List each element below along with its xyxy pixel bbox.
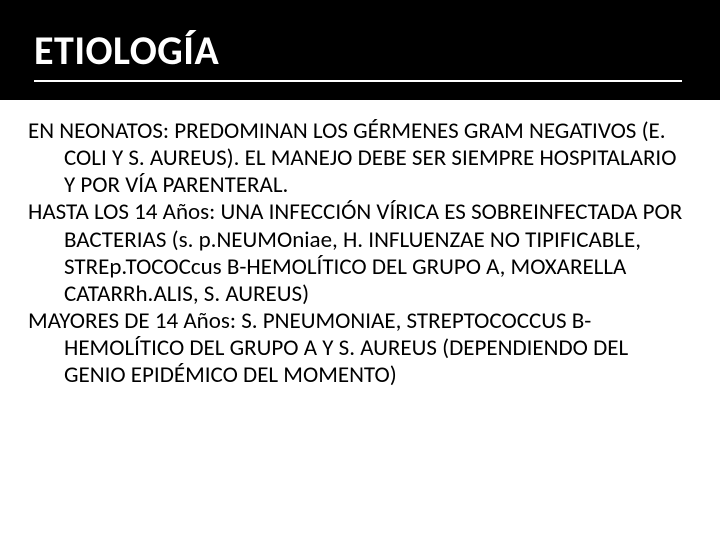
slide-body: EN NEONATOS: PREDOMINAN LOS GÉRMENES GRA… xyxy=(28,118,692,389)
slide-container: ETIOLOGÍA EN NEONATOS: PREDOMINAN LOS GÉ… xyxy=(0,0,720,540)
title-band: ETIOLOGÍA xyxy=(0,0,720,100)
slide-title: ETIOLOGÍA xyxy=(34,26,219,75)
paragraph: EN NEONATOS: PREDOMINAN LOS GÉRMENES GRA… xyxy=(28,118,692,199)
paragraph: MAYORES DE 14 Años: S. PNEUMONIAE, STREP… xyxy=(28,308,692,389)
paragraph: HASTA LOS 14 Años: UNA INFECCIÓN VÍRICA … xyxy=(28,199,692,308)
title-underline xyxy=(34,80,682,82)
